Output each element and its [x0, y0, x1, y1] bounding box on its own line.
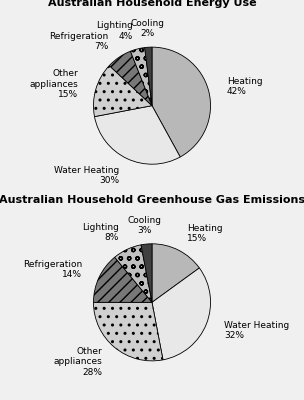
Wedge shape	[115, 245, 152, 302]
Wedge shape	[130, 48, 152, 106]
Text: Lighting
4%: Lighting 4%	[96, 21, 133, 40]
Text: Other
appliances
28%: Other appliances 28%	[54, 347, 103, 377]
Text: Lighting
8%: Lighting 8%	[82, 223, 119, 242]
Wedge shape	[152, 268, 211, 360]
Text: Refrigeration
14%: Refrigeration 14%	[23, 260, 82, 279]
Wedge shape	[93, 257, 152, 302]
Text: Heating
42%: Heating 42%	[227, 77, 262, 96]
Text: Refrigeration
7%: Refrigeration 7%	[49, 32, 109, 52]
Text: Other
appliances
15%: Other appliances 15%	[29, 69, 78, 99]
Wedge shape	[152, 47, 211, 157]
Wedge shape	[109, 51, 152, 106]
Wedge shape	[141, 244, 152, 302]
Text: Water Heating
30%: Water Heating 30%	[54, 166, 119, 185]
Wedge shape	[95, 106, 180, 164]
Title: Australian Household Energy Use: Australian Household Energy Use	[48, 0, 256, 8]
Wedge shape	[93, 302, 163, 361]
Wedge shape	[145, 47, 152, 106]
Text: Cooling
3%: Cooling 3%	[128, 216, 162, 235]
Title: Australian Household Greenhouse Gas Emissions: Australian Household Greenhouse Gas Emis…	[0, 195, 304, 205]
Wedge shape	[93, 66, 152, 117]
Text: Heating
15%: Heating 15%	[187, 224, 223, 243]
Text: Water Heating
32%: Water Heating 32%	[224, 321, 289, 340]
Text: Cooling
2%: Cooling 2%	[130, 19, 164, 38]
Wedge shape	[152, 244, 199, 302]
